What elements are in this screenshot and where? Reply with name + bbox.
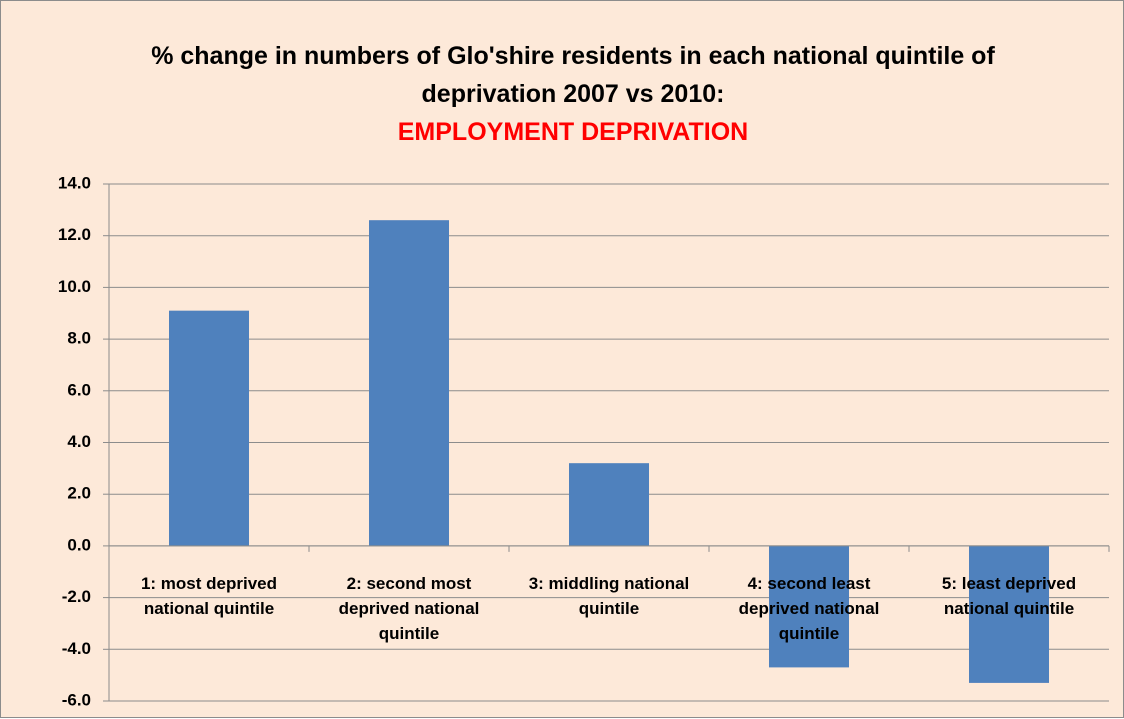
chart-subtitle: EMPLOYMENT DEPRIVATION (397, 118, 749, 146)
y-tick-label: 10.0 (58, 277, 91, 296)
y-tick-label: 8.0 (67, 329, 91, 348)
y-tick-label: 4.0 (67, 432, 91, 451)
bar (969, 545, 1049, 683)
x-tick-label: 5: least deprived national quintile (941, 573, 1077, 618)
y-tick-label: 2.0 (67, 484, 91, 503)
chart-title: % change in numbers of Glo'shire residen… (151, 42, 995, 108)
y-tick-label: 14.0 (58, 173, 91, 192)
y-tick-label: 0.0 (67, 535, 91, 554)
bar (369, 220, 449, 546)
x-tick-label: 2: second most deprived national quintil… (338, 573, 480, 643)
x-tick-label: 1: most deprived national quintile (140, 573, 278, 618)
bar (769, 545, 849, 668)
y-tick-label: -6.0 (62, 690, 91, 709)
y-tick-label: -4.0 (62, 639, 91, 658)
bar (169, 310, 249, 546)
y-tick-label: 6.0 (67, 380, 91, 399)
y-tick-label: -2.0 (62, 587, 91, 606)
x-tick-label: 4: second least deprived national quinti… (738, 573, 880, 643)
y-tick-label: 12.0 (58, 225, 91, 244)
x-tick-label: 3: middling national quintile (528, 573, 690, 618)
bar (569, 463, 649, 546)
